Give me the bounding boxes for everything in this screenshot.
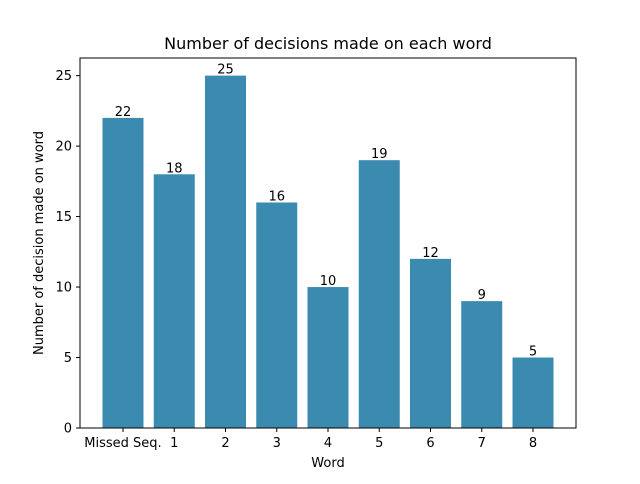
- bar-value-label-4: 10: [320, 274, 337, 289]
- y-tick-label-4: 20: [55, 140, 72, 155]
- x-tick-label-4: 4: [324, 436, 332, 451]
- bar-8: [512, 357, 554, 428]
- chart-title: Number of decisions made on each word: [164, 34, 492, 53]
- bar-value-label-5: 19: [371, 147, 388, 162]
- x-tick-label-7: 7: [478, 436, 486, 451]
- x-tick-label-8: 8: [529, 436, 537, 451]
- x-tick-label-6: 6: [426, 436, 434, 451]
- bar-value-label-6: 12: [422, 246, 439, 261]
- x-tick-label-5: 5: [375, 436, 383, 451]
- y-axis: 0 5 10 15 20 25: [55, 69, 80, 437]
- x-tick-label-3: 3: [273, 436, 281, 451]
- y-tick-label-1: 5: [64, 351, 72, 366]
- y-tick-label-5: 25: [55, 69, 72, 84]
- bar-0: [102, 117, 144, 429]
- y-tick-label-2: 10: [55, 281, 72, 296]
- bar-value-label-0: 22: [115, 105, 132, 120]
- x-tick-label-2: 2: [221, 436, 229, 451]
- bar-4: [307, 287, 349, 428]
- bar-1: [153, 174, 195, 428]
- bar-6: [410, 258, 451, 428]
- bar-value-label-7: 9: [478, 288, 486, 303]
- x-axis-label: Word: [311, 456, 344, 471]
- y-axis-label: Number of decision made on word: [32, 131, 47, 355]
- bar-value-label-2: 25: [217, 63, 234, 78]
- y-tick-label-0: 0: [64, 422, 72, 437]
- x-tick-label-1: 1: [170, 436, 178, 451]
- bar-value-label-1: 18: [166, 161, 183, 176]
- bar-value-label-8: 5: [529, 345, 537, 360]
- bars-group: [102, 75, 554, 429]
- bar-2: [205, 75, 246, 429]
- bar-7: [461, 301, 503, 428]
- x-axis: Missed Seq. 1 2 3 4 5 6 7 8: [84, 428, 537, 451]
- x-tick-label-0: Missed Seq.: [84, 436, 161, 451]
- data-labels-group: 22 18 25 16 10 19 12 9 5: [115, 63, 537, 360]
- y-tick-label-3: 15: [55, 210, 72, 225]
- bar-5: [358, 160, 400, 428]
- bar-3: [256, 202, 298, 428]
- bar-value-label-3: 16: [268, 189, 285, 204]
